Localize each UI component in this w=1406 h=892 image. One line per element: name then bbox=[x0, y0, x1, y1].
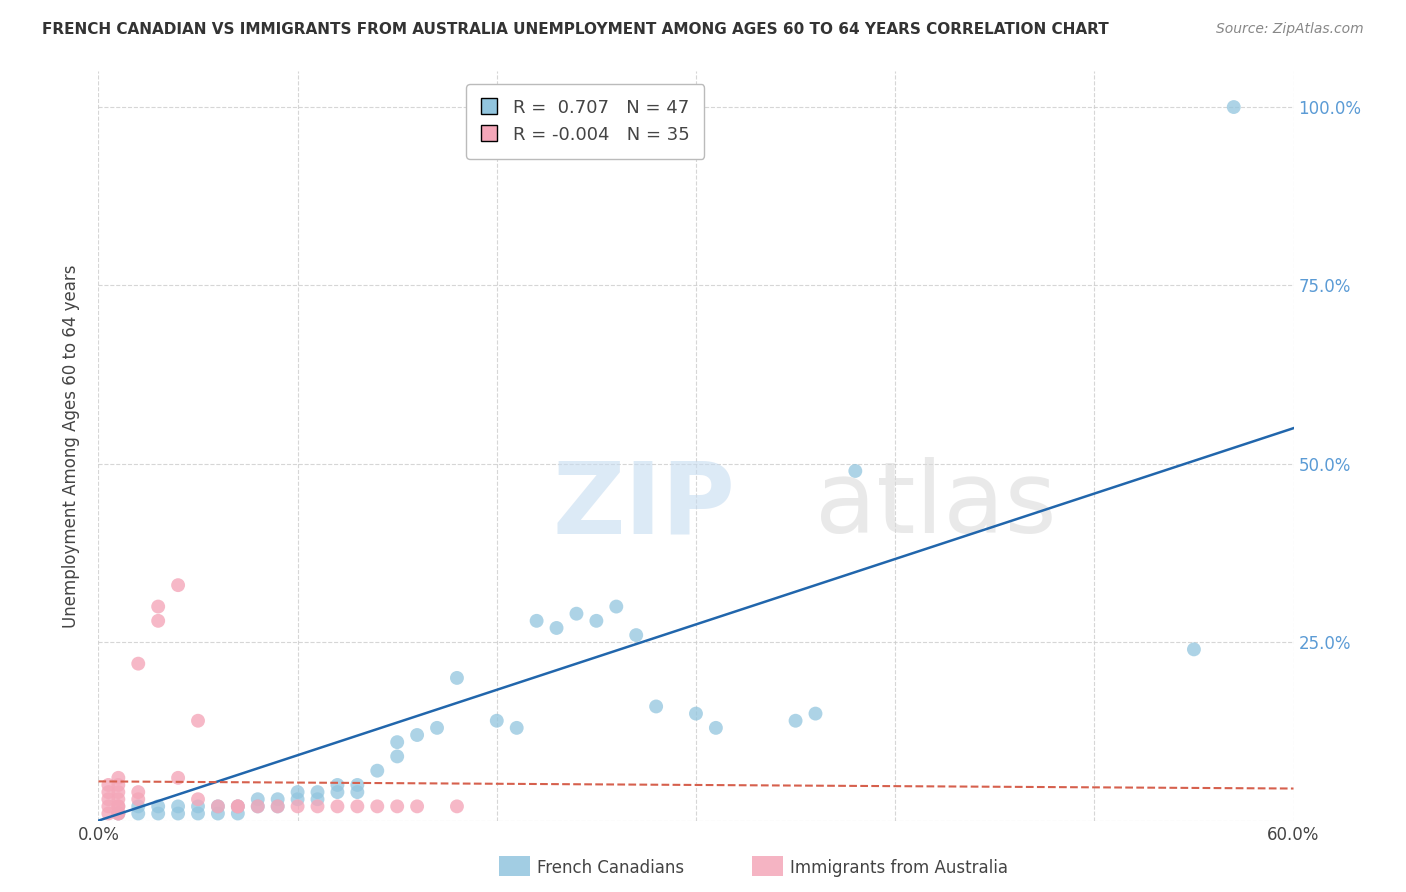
Point bbox=[207, 799, 229, 814]
Point bbox=[107, 799, 129, 814]
Text: French Canadians: French Canadians bbox=[537, 859, 685, 877]
Point bbox=[226, 806, 249, 821]
Point bbox=[267, 792, 290, 806]
Point bbox=[97, 778, 120, 792]
Point bbox=[107, 806, 129, 821]
Point bbox=[385, 749, 409, 764]
Point bbox=[246, 792, 269, 806]
Point bbox=[127, 792, 149, 806]
Point bbox=[346, 799, 368, 814]
Point bbox=[804, 706, 827, 721]
Point bbox=[844, 464, 866, 478]
Point bbox=[246, 799, 269, 814]
Point bbox=[127, 799, 149, 814]
Point bbox=[107, 799, 129, 814]
Point bbox=[107, 806, 129, 821]
Point bbox=[546, 621, 568, 635]
Point bbox=[187, 714, 209, 728]
Point bbox=[148, 614, 170, 628]
Point bbox=[97, 799, 120, 814]
Point bbox=[1182, 642, 1205, 657]
Point bbox=[346, 778, 368, 792]
Point bbox=[267, 799, 290, 814]
Text: ZIP: ZIP bbox=[553, 458, 735, 555]
Point bbox=[506, 721, 529, 735]
Point bbox=[287, 785, 309, 799]
Y-axis label: Unemployment Among Ages 60 to 64 years: Unemployment Among Ages 60 to 64 years bbox=[62, 264, 80, 628]
Point bbox=[167, 771, 190, 785]
Point bbox=[685, 706, 707, 721]
Point bbox=[406, 799, 429, 814]
Point bbox=[526, 614, 548, 628]
Point bbox=[585, 614, 607, 628]
Point bbox=[148, 806, 170, 821]
Point bbox=[107, 785, 129, 799]
Point bbox=[446, 671, 468, 685]
Point bbox=[626, 628, 648, 642]
Point bbox=[326, 799, 349, 814]
Point bbox=[485, 714, 508, 728]
Point bbox=[785, 714, 807, 728]
Point bbox=[167, 578, 190, 592]
Point bbox=[167, 806, 190, 821]
Point bbox=[107, 792, 129, 806]
Point bbox=[187, 799, 209, 814]
Point bbox=[307, 799, 329, 814]
Point bbox=[406, 728, 429, 742]
Point bbox=[127, 785, 149, 799]
Point bbox=[307, 785, 329, 799]
Point bbox=[187, 792, 209, 806]
Point bbox=[645, 699, 668, 714]
Point bbox=[187, 806, 209, 821]
Point bbox=[148, 599, 170, 614]
Point bbox=[287, 792, 309, 806]
Text: atlas: atlas bbox=[815, 458, 1057, 555]
Point bbox=[326, 778, 349, 792]
Point bbox=[385, 799, 409, 814]
Legend: R =  0.707   N = 47, R = -0.004   N = 35: R = 0.707 N = 47, R = -0.004 N = 35 bbox=[465, 84, 704, 159]
Point bbox=[366, 799, 388, 814]
Point bbox=[307, 792, 329, 806]
Point bbox=[704, 721, 727, 735]
Point bbox=[148, 799, 170, 814]
Point bbox=[346, 785, 368, 799]
Point bbox=[446, 799, 468, 814]
Point bbox=[127, 657, 149, 671]
Text: FRENCH CANADIAN VS IMMIGRANTS FROM AUSTRALIA UNEMPLOYMENT AMONG AGES 60 TO 64 YE: FRENCH CANADIAN VS IMMIGRANTS FROM AUSTR… bbox=[42, 22, 1109, 37]
Point bbox=[385, 735, 409, 749]
Point bbox=[605, 599, 627, 614]
Point bbox=[287, 799, 309, 814]
Point bbox=[267, 799, 290, 814]
Point bbox=[127, 806, 149, 821]
Point bbox=[207, 799, 229, 814]
Point bbox=[226, 799, 249, 814]
Text: Immigrants from Australia: Immigrants from Australia bbox=[790, 859, 1008, 877]
Point bbox=[97, 785, 120, 799]
Point bbox=[1223, 100, 1246, 114]
Point bbox=[107, 806, 129, 821]
Point bbox=[366, 764, 388, 778]
Point bbox=[167, 799, 190, 814]
Text: Source: ZipAtlas.com: Source: ZipAtlas.com bbox=[1216, 22, 1364, 37]
Point bbox=[565, 607, 588, 621]
Point bbox=[226, 799, 249, 814]
Point bbox=[326, 785, 349, 799]
Point bbox=[207, 806, 229, 821]
Point bbox=[426, 721, 449, 735]
Point bbox=[107, 778, 129, 792]
Point bbox=[97, 792, 120, 806]
Point bbox=[246, 799, 269, 814]
Point bbox=[107, 771, 129, 785]
Point bbox=[97, 806, 120, 821]
Point bbox=[226, 799, 249, 814]
